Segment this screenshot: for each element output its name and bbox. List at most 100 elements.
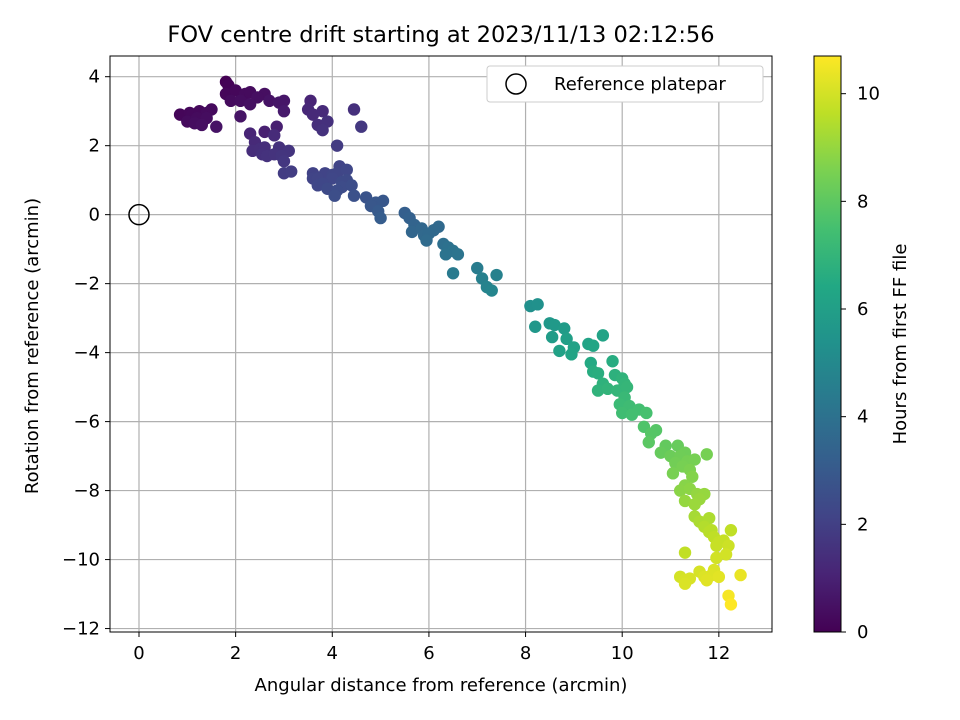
scatter-point	[686, 470, 699, 483]
scatter-point	[565, 348, 578, 361]
scatter-point	[340, 163, 353, 177]
colorbar-tick-label: 6	[857, 299, 868, 320]
scatter-point	[195, 118, 209, 132]
data-points	[173, 75, 747, 611]
scatter-point	[688, 453, 701, 466]
scatter-point	[234, 94, 247, 108]
y-tick-label: −2	[73, 274, 100, 295]
scatter-point	[210, 120, 223, 133]
x-tick-label: 12	[707, 643, 730, 664]
scatter-point	[258, 125, 271, 139]
scatter-point	[666, 467, 680, 480]
scatter-point	[420, 234, 433, 247]
scatter-point	[347, 189, 361, 202]
scatter-point	[591, 384, 605, 397]
legend-reference-marker	[505, 73, 527, 95]
scatter-point	[724, 524, 738, 537]
scatter-point	[712, 570, 726, 584]
y-tick-label: −4	[73, 343, 100, 364]
scatter-point	[625, 408, 639, 421]
scatter-point	[451, 248, 465, 261]
legend-entry-label: Reference platepar	[554, 74, 726, 95]
scatter-point	[710, 539, 723, 552]
scatter-point	[591, 367, 605, 380]
scatter-point	[316, 104, 329, 118]
scatter-point	[355, 120, 368, 133]
y-tick-label: 0	[89, 205, 100, 226]
x-tick-label: 4	[327, 643, 338, 664]
scatter-point	[724, 598, 738, 611]
scatter-point	[654, 446, 668, 459]
scatter-point	[316, 123, 329, 137]
scatter-point	[678, 577, 692, 590]
y-tick-label: −8	[73, 481, 100, 502]
scatter-point	[485, 284, 498, 297]
y-tick-label: −12	[62, 619, 100, 640]
scatter-point	[277, 94, 291, 108]
grid-lines	[110, 56, 772, 632]
scatter-point	[545, 330, 559, 344]
scatter-point	[642, 436, 655, 449]
scatter-point	[376, 194, 390, 208]
scatter-point	[596, 329, 610, 342]
colorbar-tick-label: 0	[857, 622, 868, 643]
scatter-point	[734, 568, 747, 582]
scatter-point	[673, 484, 687, 497]
scatter-point	[601, 382, 614, 396]
scatter-point	[277, 104, 291, 118]
scatter-point	[688, 498, 701, 511]
scatter-point	[277, 154, 291, 168]
scatter-point	[678, 494, 692, 508]
scatter-point	[345, 179, 358, 192]
x-tick-label: 2	[230, 643, 241, 664]
y-axis: −12 −10 −8 −6 −4 −2 0 2 4	[62, 67, 110, 640]
scatter-point	[229, 84, 242, 97]
colorbar-ticks: 0 2 4 6 8 10	[841, 84, 880, 643]
y-tick-label: −10	[62, 550, 100, 571]
scatter-point	[719, 548, 733, 561]
reference-marker	[128, 203, 150, 226]
colorbar-tick-label: 10	[857, 84, 880, 105]
colorbar-gradient	[813, 55, 842, 633]
x-axis-label: Angular distance from reference (arcmin)	[255, 675, 628, 696]
scatter-point	[553, 344, 566, 358]
scatter-point	[531, 298, 544, 311]
x-axis: 0 2 4 6 8 10 12	[133, 632, 730, 664]
scatter-point	[710, 551, 723, 565]
scatter-point	[700, 574, 713, 587]
scatter-point	[306, 108, 320, 121]
y-tick-label: 4	[89, 67, 100, 88]
colorbar-tick-label: 4	[857, 407, 868, 428]
scatter-point	[263, 94, 276, 108]
legend: Reference platepar	[486, 65, 764, 103]
scatter-point	[446, 267, 460, 280]
scatter-point	[616, 406, 629, 420]
scatter-point	[587, 339, 600, 352]
scatter-point	[490, 268, 503, 282]
reference-platepar-marker	[128, 203, 150, 226]
scatter-point	[439, 248, 453, 261]
scatter-point	[560, 332, 573, 346]
scatter-point	[224, 94, 238, 108]
colorbar: 0 2 4 6 8 10 Hours from first FF file	[813, 55, 911, 643]
scatter-point	[700, 448, 713, 461]
colorbar-label: Hours from first FF file	[890, 244, 911, 445]
chart-title: FOV centre drift starting at 2023/11/13 …	[167, 22, 714, 48]
legend-box	[486, 65, 764, 103]
scatter-point	[374, 211, 387, 225]
y-tick-label: −6	[73, 412, 100, 433]
scatter-point	[405, 225, 419, 239]
scatter-point	[606, 355, 619, 368]
scatter-point	[347, 103, 361, 116]
scatter-point	[558, 322, 571, 335]
x-tick-label: 8	[520, 643, 531, 664]
scatter-point	[548, 318, 561, 332]
scatter-point	[285, 165, 298, 178]
scatter-point	[243, 98, 257, 111]
x-tick-label: 0	[133, 643, 144, 664]
x-tick-label: 6	[423, 643, 434, 664]
x-tick-label: 10	[611, 643, 634, 664]
scatter-point	[330, 139, 344, 152]
